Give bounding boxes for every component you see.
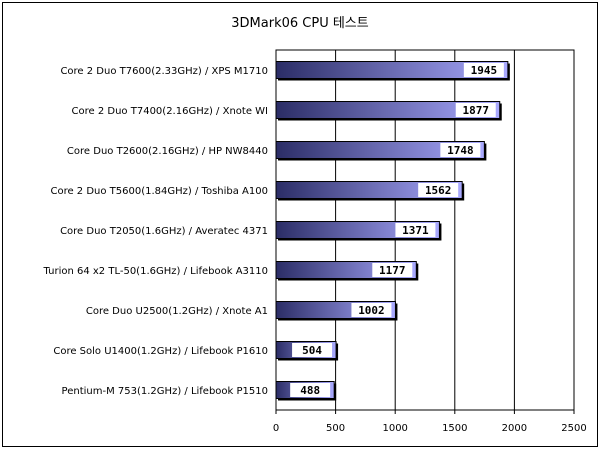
category-label: Core 2 Duo T7400(2.16GHz) / Xnote WI	[72, 106, 268, 117]
category-label: Pentium-M 753(1.2GHz) / Lifebook P1510	[62, 386, 268, 397]
x-tick-label: 500	[326, 423, 345, 434]
data-label-box	[463, 63, 504, 77]
bar	[275, 61, 509, 79]
data-label: 1177	[379, 264, 406, 277]
data-label: 488	[300, 384, 320, 397]
x-tick-label: 1000	[382, 423, 407, 434]
x-tick-label: 0	[273, 423, 279, 434]
category-label: Core Solo U1400(1.2GHz) / Lifebook P1610	[53, 346, 268, 357]
x-tick-label: 2000	[502, 423, 527, 434]
data-label: 1877	[462, 104, 489, 117]
data-label-box	[455, 103, 496, 117]
chart-title: 3DMark06 CPU 테스트	[231, 16, 368, 31]
data-label-box	[418, 183, 459, 197]
data-label: 1371	[402, 224, 429, 237]
data-label: 504	[302, 344, 322, 357]
data-label-box	[290, 383, 331, 397]
category-label: Core Duo T2600(2.16GHz) / HP NW8440	[67, 146, 268, 157]
data-label: 1002	[358, 304, 385, 317]
bar	[275, 181, 463, 199]
category-label: Core 2 Duo T5600(1.84GHz) / Toshiba A100	[50, 186, 268, 197]
data-label-box	[440, 143, 481, 157]
data-label: 1748	[447, 144, 474, 157]
x-tick-label: 1500	[442, 423, 467, 434]
category-label: Core 2 Duo T7600(2.33GHz) / XPS M1710	[60, 66, 268, 77]
category-label: Core Duo T2050(1.6GHz) / Averatec 4371	[60, 226, 268, 237]
x-tick-label: 2500	[561, 423, 586, 434]
data-label-box	[372, 263, 413, 277]
category-label: Core Duo U2500(1.2GHz) / Xnote A1	[86, 306, 268, 317]
category-label: Turion 64 x2 TL-50(1.6GHz) / Lifebook A3…	[43, 266, 268, 277]
data-label-box	[292, 343, 333, 357]
data-label-box	[351, 303, 392, 317]
data-label: 1945	[471, 64, 498, 77]
plot-area: 0 500 1000 1500 2000 2500 Core 2 Duo T7600(2.3…	[43, 49, 587, 434]
bar	[275, 101, 501, 119]
data-label: 1562	[425, 184, 452, 197]
data-label-box	[395, 223, 436, 237]
bar	[275, 141, 485, 159]
